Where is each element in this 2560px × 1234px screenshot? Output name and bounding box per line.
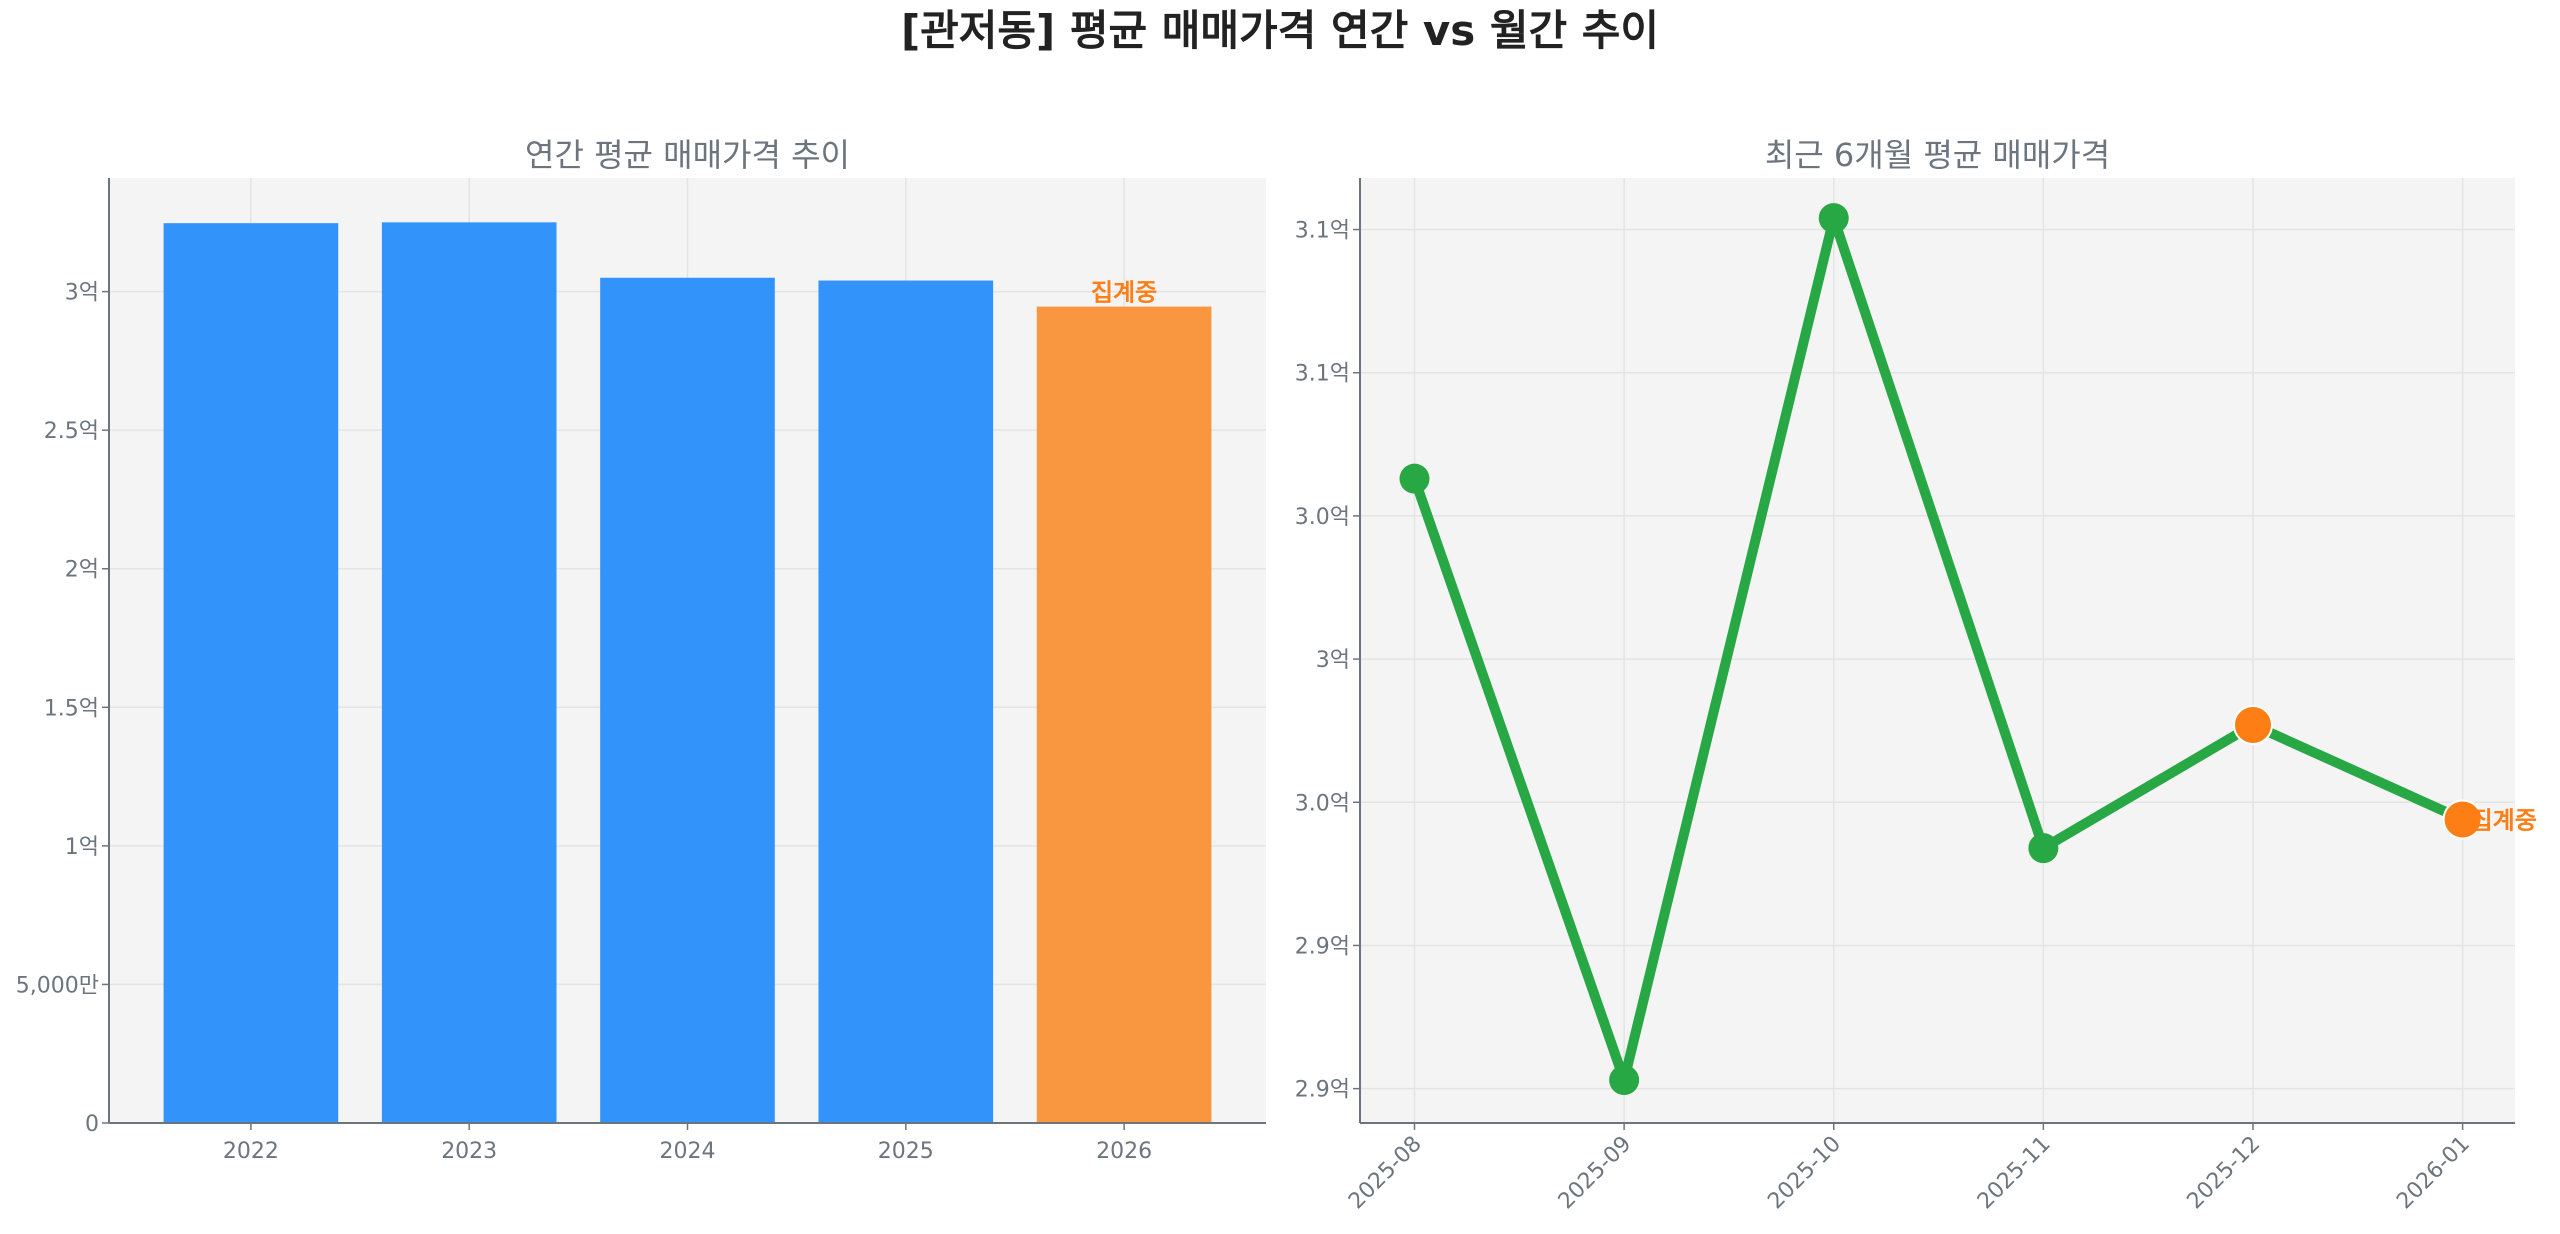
bar-2022 [163,223,339,1123]
y-tick-label: 5,000만 [16,973,99,998]
bar-2023 [381,222,557,1123]
bar-2026 [1036,306,1212,1123]
y-tick-label: 0 [85,1112,99,1137]
data-point-2025-09 [1609,1065,1640,1096]
y-tick-label: 2.5억 [44,419,99,444]
price-line [1409,213,2465,1086]
x-tick-label: 2024 [660,1139,716,1164]
y-tick-label: 3.1억 [1295,362,1350,387]
x-tick-label: 2026 [1096,1139,1152,1164]
x-tick-label: 2025-10 [1763,1132,1846,1215]
x-tick-label: 2022 [223,1139,279,1164]
y-tick-label: 2억 [65,558,99,583]
y-tick-label: 1억 [65,835,99,860]
chart-title: 최근 6개월 평균 매매가격 [1765,136,2110,174]
x-tick-label: 2025-11 [1973,1132,2056,1215]
y-tick-label: 3억 [1316,648,1350,673]
data-point-2025-10 [1818,203,1849,234]
annual-bar-chart: 연간 평균 매매가격 추이 0 5,000만 1억 1.5억 2억 2.5억 3억 2022 20… [16,136,1266,1164]
y-tick-label: 3.0억 [1295,791,1350,816]
chart-title: 연간 평균 매매가격 추이 [525,136,850,174]
x-tick-label: 2026-01 [2392,1132,2475,1215]
y-tick-label: 3.1억 [1295,219,1350,244]
data-point-2025-12 [2232,704,2273,745]
data-point-2026-01 [2442,799,2483,840]
annotation-label: 집계중 [2471,806,2537,834]
y-tick-label: 2.9억 [1295,934,1350,959]
y-tick-label: 3.0억 [1295,505,1350,530]
figure-title: [관저동] 평균 매매가격 연간 vs 월간 추이 [901,6,1659,55]
data-point-2025-08 [1399,463,1430,494]
bar-2025 [818,280,994,1124]
bar-2024 [600,277,775,1123]
y-tick-label: 1.5억 [44,696,99,721]
x-tick-label: 2025 [878,1139,934,1164]
y-tick-label: 3억 [65,281,99,306]
x-tick-label: 2025-12 [2183,1132,2266,1215]
x-tick-label: 2023 [441,1139,497,1164]
plot-area [1360,178,2515,1123]
monthly-line-chart: 최근 6개월 평균 매매가격 2.9억 2.9억 3.0억 3억 3.0억 3.1억 3.1억… [1295,136,2537,1214]
x-tick-label: 2025-08 [1344,1132,1427,1215]
y-tick-label: 2.9억 [1295,1078,1350,1103]
x-tick-label: 2025-09 [1554,1132,1637,1215]
data-point-2025-11 [2028,833,2059,864]
annotation-label: 집계중 [1091,279,1157,307]
